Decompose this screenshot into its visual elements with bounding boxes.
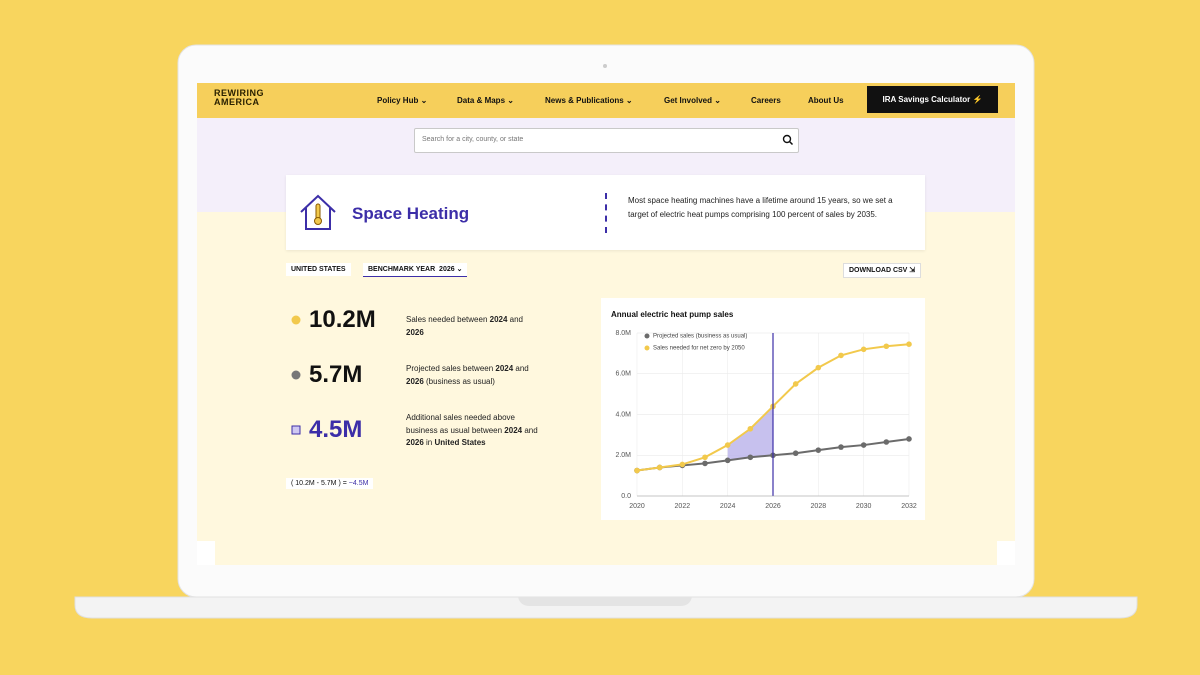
- stat-text: Projected sales between 2024 and 2026 (b…: [406, 363, 541, 388]
- legend-swatch: [644, 333, 650, 339]
- y-tick-label: 2.0M: [615, 452, 631, 459]
- stat-value: 5.7M: [309, 361, 363, 388]
- text-segment: in: [423, 438, 435, 447]
- legend-label: Projected sales (business as usual): [653, 334, 747, 340]
- search-placeholder: Search for a city, county, or state: [422, 136, 524, 143]
- stat-markers: [291, 315, 301, 435]
- y-tick-label: 0.0: [621, 493, 631, 500]
- nav-item[interactable]: Data & Maps ⌄: [457, 96, 514, 105]
- y-tick-label: 8.0M: [615, 330, 631, 337]
- header-title: Space Heating: [352, 204, 470, 223]
- text-segment: and: [513, 364, 529, 373]
- x-tick-label: 2024: [720, 503, 736, 510]
- nav-label: News & Publications: [545, 96, 624, 105]
- nav-item[interactable]: Get Involved ⌄: [664, 96, 721, 105]
- text-segment: Projected sales between: [406, 364, 496, 373]
- data-point: [747, 425, 754, 432]
- logo[interactable]: REWIRING AMERICA: [214, 89, 264, 107]
- nav-label: Data & Maps: [457, 96, 506, 105]
- data-point: [860, 442, 867, 448]
- header-card: Space Heating Most space heating machine…: [286, 175, 925, 250]
- logo-line: AMERICA: [214, 97, 260, 107]
- house-icon: [300, 194, 336, 230]
- text-segment: Additional sales needed above business a…: [406, 413, 515, 435]
- highlight-area: [727, 406, 773, 461]
- y-tick-label: 6.0M: [615, 371, 631, 378]
- calculator-button[interactable]: IRA Savings Calculator ⚡: [867, 86, 998, 113]
- data-point: [883, 439, 890, 445]
- text-segment: 2026: [406, 438, 424, 447]
- benchmark-label: BENCHMARK YEAR: [368, 266, 436, 273]
- text-segment: United States: [434, 438, 486, 447]
- data-point: [792, 381, 799, 387]
- nav-item[interactable]: Careers: [751, 96, 781, 105]
- download-button[interactable]: DOWNLOAD CSV ⇲: [843, 263, 922, 278]
- data-point: [815, 447, 822, 453]
- legend-swatch: [644, 345, 650, 351]
- benchmark-year: 2026: [439, 266, 455, 273]
- data-point: [724, 457, 731, 464]
- text-segment: 2026: [406, 327, 424, 337]
- nav-label: Get Involved: [664, 96, 713, 105]
- stat-text: Sales needed between 2024 and 2026: [406, 314, 541, 339]
- formula-result: ~4.5M: [348, 480, 369, 487]
- data-point: [679, 461, 686, 468]
- text-segment: 2024: [495, 364, 514, 373]
- text-segment: 2026: [406, 376, 424, 386]
- text-segment: and: [522, 425, 538, 435]
- chart: Annual electric heat pump sales 0.0 2.0M 4…: [601, 298, 925, 520]
- search-icon: [782, 134, 794, 146]
- search-box[interactable]: Search for a city, county, or state: [414, 128, 799, 153]
- data-point: [702, 454, 708, 461]
- x-tick-label: 2032: [901, 503, 917, 510]
- benchmark-select[interactable]: BENCHMARK YEAR 2026 ⌄: [363, 263, 468, 277]
- formula-expression: ( 10.2M - 5.7M ) =: [291, 480, 347, 487]
- header-description: Most space heating machines have a lifet…: [628, 196, 893, 219]
- location-tag[interactable]: UNITED STATES: [286, 263, 351, 276]
- data-point: [815, 364, 822, 371]
- data-point: [747, 454, 754, 461]
- data-point: [656, 464, 663, 471]
- stat-value: 10.2M: [309, 306, 376, 333]
- nav-item[interactable]: About Us: [808, 96, 844, 105]
- x-tick-label: 2026: [765, 503, 781, 510]
- legend-label: Sales needed for net zero by 2050: [653, 346, 745, 352]
- stat-value: 4.5M: [309, 416, 363, 443]
- text-segment: Sales needed between: [406, 315, 490, 324]
- data-point: [838, 444, 844, 450]
- stat-text: Additional sales needed above business a…: [406, 412, 541, 450]
- formula: ( 10.2M - 5.7M ) = ~4.5M: [286, 478, 374, 489]
- data-point: [906, 436, 912, 442]
- button-label: IRA Savings Calculator: [882, 95, 971, 104]
- text-segment: and: [507, 315, 523, 324]
- data-point: [838, 352, 844, 359]
- data-point: [724, 442, 731, 448]
- x-tick-label: 2022: [675, 503, 691, 510]
- data-point: [702, 460, 708, 467]
- data-point: [792, 450, 799, 457]
- logo-line: REWIRING: [214, 88, 264, 98]
- data-point: [906, 341, 912, 348]
- y-tick-label: 4.0M: [615, 411, 631, 418]
- text-segment: 2024: [489, 315, 508, 324]
- x-tick-label: 2028: [811, 503, 827, 510]
- x-tick-label: 2020: [629, 503, 645, 510]
- data-point: [860, 346, 867, 353]
- x-tick-label: 2030: [856, 503, 872, 510]
- nav-label: Policy Hub: [377, 96, 419, 105]
- chart-title: Annual electric heat pump sales: [611, 310, 734, 319]
- nav-item[interactable]: Policy Hub ⌄: [377, 96, 428, 105]
- data-point: [883, 343, 890, 350]
- nav-item[interactable]: News & Publications ⌄: [545, 96, 633, 105]
- text-segment: 2024: [504, 425, 523, 435]
- data-point: [634, 467, 640, 474]
- text-segment: (business as usual): [423, 376, 495, 386]
- download-label: DOWNLOAD CSV: [849, 267, 908, 274]
